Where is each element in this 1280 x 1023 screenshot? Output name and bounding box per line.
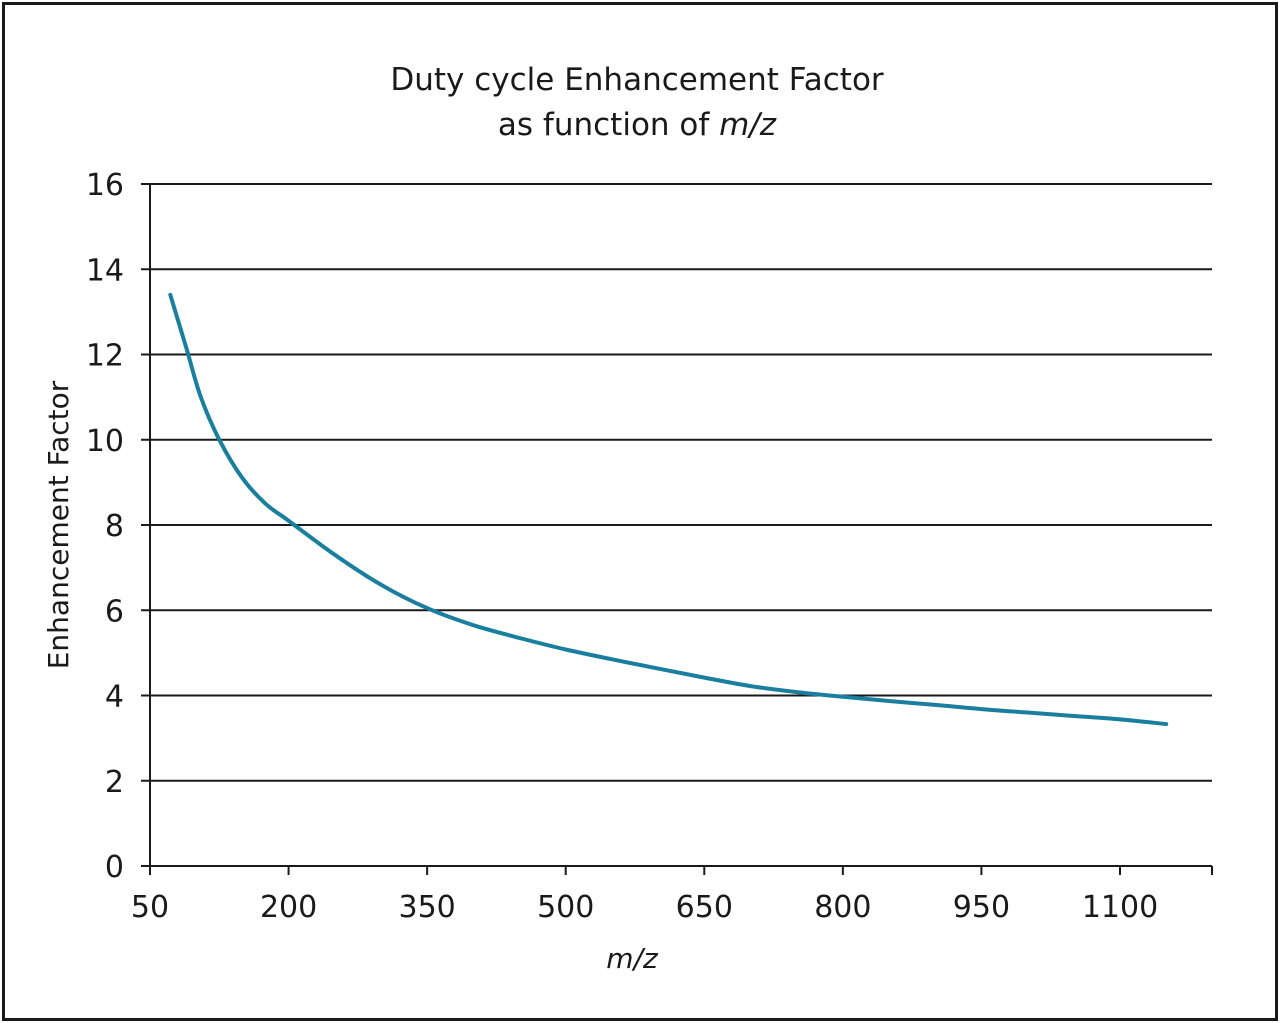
- chart-title-line2-italic: m/z: [719, 107, 777, 143]
- y-tick-label-4: 4: [105, 680, 124, 715]
- tick-labels: 0 2 4 6 8 10 12 14 16 50 200 350 500 650 800 950 1100: [86, 168, 1158, 925]
- y-tick-label-12: 12: [86, 339, 124, 374]
- chart-title-line1: Duty cycle Enhancement Factor: [390, 62, 884, 98]
- y-tick-label-10: 10: [86, 424, 124, 459]
- y-tick-label-6: 6: [105, 594, 124, 629]
- x-tick-label-350: 350: [399, 890, 456, 925]
- x-tick-label-650: 650: [676, 890, 733, 925]
- x-tick-label-950: 950: [953, 890, 1010, 925]
- series-line-0: [168, 292, 1169, 727]
- x-tick-label-500: 500: [537, 890, 594, 925]
- x-tick-label-800: 800: [814, 890, 871, 925]
- y-tick-label-16: 16: [86, 168, 124, 203]
- chart-title-line2: as function of m/z: [498, 107, 777, 143]
- y-tick-label-0: 0: [105, 850, 124, 885]
- series-layer: [168, 292, 1169, 727]
- chart-title-line2-prefix: as function of: [498, 107, 719, 143]
- x-tick-label-200: 200: [260, 890, 317, 925]
- y-axis-label: Enhancement Factor: [42, 380, 75, 669]
- x-tick-label-50: 50: [131, 890, 169, 925]
- axes: [149, 184, 1213, 875]
- y-tick-label-2: 2: [105, 765, 124, 800]
- y-tick-label-8: 8: [105, 509, 124, 544]
- x-tick-label-1100: 1100: [1082, 890, 1158, 925]
- x-axis-label: m/z: [606, 942, 659, 975]
- y-tick-label-14: 14: [86, 253, 124, 288]
- grid-lines: [141, 183, 1212, 867]
